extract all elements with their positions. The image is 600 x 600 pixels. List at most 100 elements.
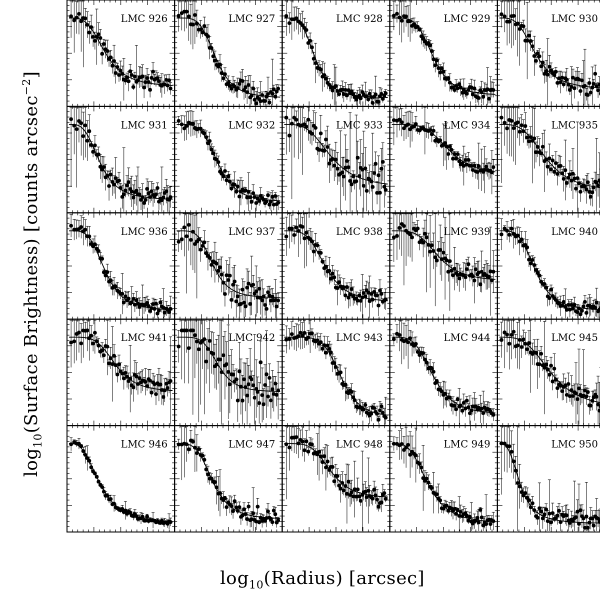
panel: LMC 931 xyxy=(66,105,176,214)
data-point xyxy=(69,223,73,228)
data-point xyxy=(479,90,484,95)
data-point xyxy=(363,294,368,299)
data-point xyxy=(182,225,187,230)
data-point xyxy=(206,34,210,39)
data-point xyxy=(74,15,79,20)
data-point xyxy=(583,83,587,88)
panel-label: LMC 939 xyxy=(444,227,491,238)
data-point xyxy=(584,311,589,315)
data-point xyxy=(271,87,276,92)
data-point xyxy=(162,310,167,315)
data-point xyxy=(397,333,402,337)
data-point xyxy=(211,54,216,59)
data-point xyxy=(302,236,307,241)
data-point xyxy=(489,278,494,283)
panel-label: LMC 926 xyxy=(121,14,168,25)
data-point xyxy=(296,334,301,339)
data-point xyxy=(145,301,149,305)
data-point xyxy=(464,162,469,167)
data-point xyxy=(378,288,382,293)
data-point xyxy=(537,273,542,278)
data-point xyxy=(226,174,231,179)
data-point xyxy=(379,291,384,296)
data-point xyxy=(380,97,385,101)
data-point xyxy=(158,382,163,387)
data-point xyxy=(367,299,372,303)
data-point xyxy=(519,237,524,242)
data-point xyxy=(237,194,242,199)
data-point xyxy=(464,267,469,272)
data-point xyxy=(540,144,545,149)
data-point xyxy=(561,82,566,87)
data-point xyxy=(162,82,167,87)
data-point xyxy=(242,88,246,92)
data-point xyxy=(193,13,197,17)
data-point xyxy=(284,234,289,239)
data-point xyxy=(223,169,227,173)
data-point xyxy=(375,293,379,298)
data-point xyxy=(289,121,294,126)
data-point xyxy=(476,96,481,100)
data-point xyxy=(184,328,189,333)
data-point xyxy=(198,126,203,131)
data-point xyxy=(167,78,171,83)
data-point xyxy=(313,61,318,66)
data-point xyxy=(237,369,242,374)
data-point xyxy=(105,344,110,349)
data-point xyxy=(544,69,549,74)
data-point xyxy=(578,189,583,194)
data-point xyxy=(515,233,520,238)
data-point xyxy=(276,388,281,393)
data-point xyxy=(434,258,439,263)
data-point xyxy=(463,158,468,162)
data-point xyxy=(370,185,375,189)
data-point xyxy=(332,361,337,365)
data-point xyxy=(590,85,595,90)
data-point xyxy=(528,261,533,266)
data-point xyxy=(451,156,455,161)
data-point xyxy=(525,245,530,250)
panel-label: LMC 943 xyxy=(336,333,383,344)
data-point xyxy=(502,14,507,19)
data-point xyxy=(258,360,263,365)
data-point xyxy=(566,175,571,180)
data-point xyxy=(402,126,406,131)
data-point xyxy=(469,85,474,90)
panel: LMC 941 xyxy=(66,318,176,427)
data-point xyxy=(383,415,388,420)
data-point xyxy=(176,118,181,123)
data-point xyxy=(322,73,327,77)
data-point xyxy=(204,251,209,256)
data-point xyxy=(107,184,111,188)
data-point xyxy=(105,270,110,275)
data-point xyxy=(549,167,553,172)
data-point xyxy=(136,382,140,386)
data-point xyxy=(415,226,420,231)
data-point xyxy=(572,176,577,181)
data-point xyxy=(188,238,193,242)
data-point xyxy=(457,82,462,87)
data-point xyxy=(452,152,457,156)
data-point xyxy=(369,179,374,184)
data-point xyxy=(261,402,266,407)
panel-label: LMC 937 xyxy=(228,227,275,238)
data-point xyxy=(566,82,571,87)
data-point xyxy=(246,83,251,87)
data-point xyxy=(593,71,598,76)
data-point xyxy=(567,172,572,177)
data-point xyxy=(552,169,557,174)
data-point xyxy=(113,363,118,368)
data-point xyxy=(436,66,441,71)
data-point xyxy=(507,232,512,237)
panel-label: LMC 938 xyxy=(336,227,383,238)
data-point xyxy=(594,300,599,305)
data-point xyxy=(246,281,251,286)
data-point xyxy=(292,233,297,237)
data-point xyxy=(577,181,581,186)
data-point xyxy=(324,350,328,355)
data-point xyxy=(263,99,267,103)
data-point xyxy=(452,88,457,92)
data-point xyxy=(487,96,491,101)
data-point xyxy=(157,79,161,84)
